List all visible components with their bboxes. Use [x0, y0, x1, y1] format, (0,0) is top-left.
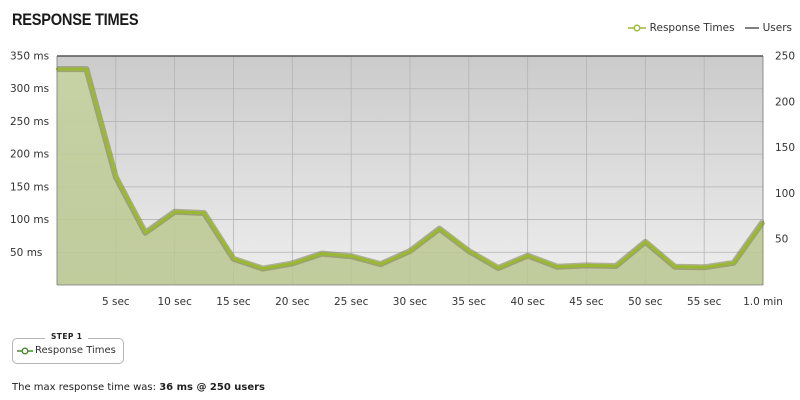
y2-tick-label: 150 [775, 142, 795, 154]
data-point [85, 67, 88, 71]
data-point [349, 255, 353, 258]
data-point [702, 266, 706, 269]
data-point [732, 261, 735, 264]
data-point [408, 249, 412, 253]
legend-label: Response Times [649, 22, 735, 34]
data-point [144, 231, 147, 234]
data-point [614, 264, 618, 268]
legend-label: Users [762, 22, 792, 34]
x-tick-label: 40 sec [510, 296, 545, 308]
data-point [114, 175, 118, 179]
y2-tick-label: 250 [775, 51, 795, 63]
data-point [673, 265, 676, 268]
data-point [526, 254, 529, 257]
x-tick-label: 35 sec [452, 296, 487, 308]
data-point [320, 252, 323, 255]
step-series-label: Response Times [35, 345, 116, 356]
legend-item-users[interactable]: Users [744, 22, 792, 34]
chart-legend: Response Times Users [627, 22, 792, 34]
tick-labels-layer: 50 ms 100 ms 150 ms 200 ms 250 ms 300 ms 350 m… [10, 51, 795, 309]
y-tick-label: 300 ms [10, 83, 49, 95]
x-tick-label: 25 sec [334, 296, 369, 308]
x-tick-label: 45 sec [569, 296, 604, 308]
data-point [291, 262, 294, 265]
data-point [644, 240, 647, 244]
x-tick-label: 5 sec [102, 296, 130, 308]
x-tick-label: 20 sec [275, 296, 310, 308]
data-point [261, 267, 265, 270]
y-tick-label: 200 ms [10, 149, 49, 161]
x-tick-label: 50 sec [628, 296, 663, 308]
y2-tick-label: 200 [775, 96, 795, 108]
series-area-layer [55, 66, 766, 285]
x-tick-label: 1.0 min [743, 296, 783, 308]
data-point [438, 227, 441, 230]
data-point [379, 262, 382, 266]
data-point [467, 249, 471, 253]
x-tick-label: 15 sec [216, 296, 251, 308]
series-area-fill [57, 69, 763, 285]
summary-value: 36 ms @ 250 users [159, 382, 266, 393]
y-tick-label: 350 ms [10, 51, 49, 63]
data-point [202, 211, 206, 215]
line-circle-marker-icon [17, 347, 33, 354]
page-title: RESPONSE TIMES [12, 10, 139, 29]
data-point [173, 210, 176, 213]
line-icon [744, 27, 759, 29]
y2-tick-label: 100 [775, 188, 795, 200]
step-label: STEP 1 [45, 332, 89, 341]
response-times-chart: 50 ms 100 ms 150 ms 200 ms 250 ms 300 ms 350 m… [10, 51, 795, 309]
summary-prefix: The max response time was: [12, 382, 156, 393]
line-circle-marker-icon [627, 24, 646, 32]
axes-layer [56, 55, 764, 286]
y-tick-label: 250 ms [10, 116, 49, 128]
data-point [585, 264, 588, 267]
y2-tick-label: 50 [775, 234, 788, 246]
data-point [232, 257, 235, 261]
y-tick-label: 100 ms [10, 214, 49, 226]
data-point [497, 266, 500, 270]
x-tick-label: 55 sec [687, 296, 722, 308]
summary-text: The max response time was: 36 ms @ 250 u… [12, 382, 265, 393]
legend-item-response-times[interactable]: Response Times [627, 22, 735, 34]
y-tick-label: 50 ms [10, 247, 42, 259]
x-tick-label: 30 sec [393, 296, 428, 308]
y-tick-label: 150 ms [10, 181, 49, 193]
step-series-toggle[interactable]: Response Times [17, 345, 116, 356]
step-box[interactable]: STEP 1 Response Times [12, 332, 124, 364]
data-point [555, 265, 559, 268]
x-tick-label: 10 sec [157, 296, 192, 308]
